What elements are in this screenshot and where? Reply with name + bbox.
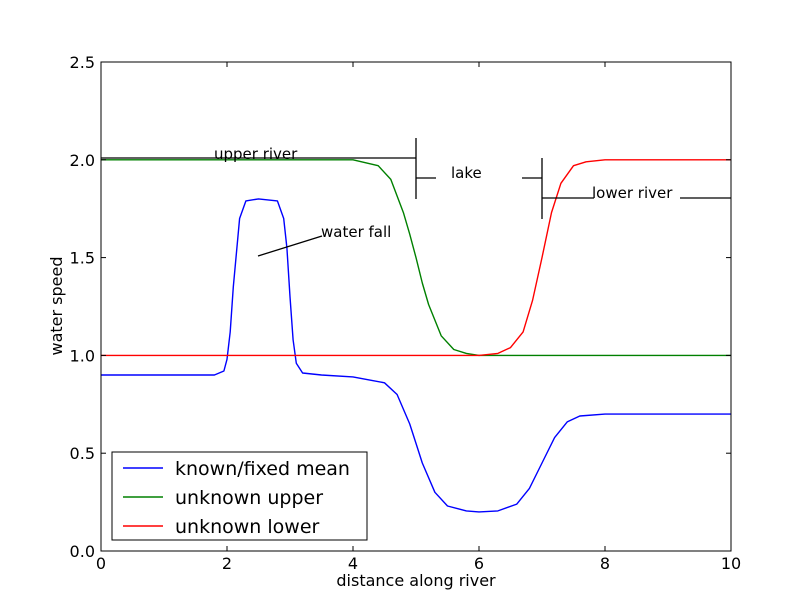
x-tick-label: 0: [96, 554, 106, 573]
legend-label-1: unknown upper: [175, 487, 323, 509]
lower-river-label: lower river: [592, 184, 673, 202]
x-tick-label: 6: [474, 554, 484, 573]
y-tick-label: 0.5: [70, 444, 95, 463]
lake-label: lake: [451, 164, 482, 182]
series-line-0: [101, 198, 731, 513]
series-layer: [101, 159, 731, 513]
y-tick-label: 1.0: [70, 346, 95, 365]
x-tick-label: 4: [348, 554, 358, 573]
legend-items: known/fixed mean unknown upper unknown low…: [123, 458, 350, 538]
water-fall-label: water fall: [321, 223, 391, 241]
y-tick-label: 0.0: [70, 542, 95, 561]
legend-label-2: unknown lower: [175, 516, 320, 538]
ticks-layer: 0 2 4 6 8 10 0.0 0.5 1.0 1.5 2.0 2.5: [70, 53, 742, 573]
legend: known/fixed mean unknown upper unknown low…: [111, 451, 368, 541]
x-tick-label: 8: [600, 554, 610, 573]
water-fall-pointer: [257, 235, 323, 257]
plot-frame: [100, 61, 732, 552]
annotation-layer: upper river lake lower river water fall: [101, 138, 731, 257]
y-tick-label: 2.0: [70, 151, 95, 170]
x-tick-label: 10: [721, 554, 741, 573]
y-axis-label: water speed: [47, 256, 66, 355]
upper-river-label: upper river: [214, 145, 298, 163]
y-tick-label: 2.5: [70, 53, 95, 72]
legend-label-0: known/fixed mean: [175, 458, 350, 480]
x-tick-label: 2: [222, 554, 232, 573]
series-line-2: [101, 159, 731, 357]
x-axis-label: distance along river: [336, 571, 496, 590]
y-tick-label: 1.5: [70, 249, 95, 268]
